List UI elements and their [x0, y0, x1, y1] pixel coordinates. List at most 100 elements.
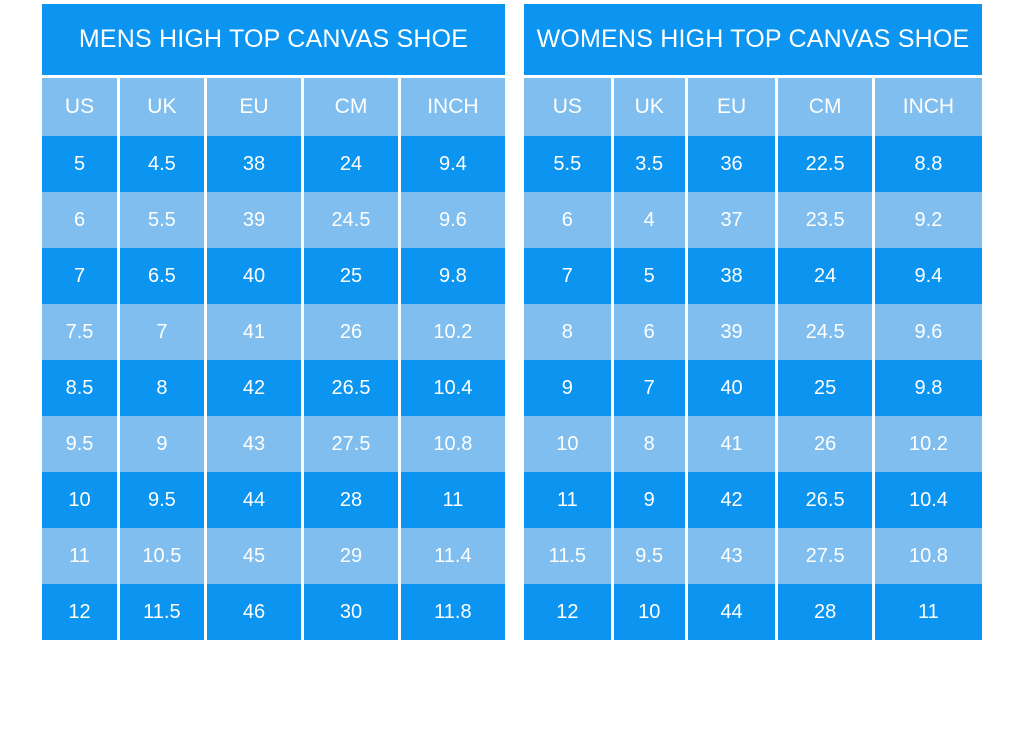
size-cell: 11.8 — [400, 584, 505, 640]
size-table-mens: MENS HIGH TOP CANVAS SHOE US UK EU CM INCH 5 4… — [42, 4, 505, 640]
table-title-womens: WOMENS HIGH TOP CANVAS SHOE — [524, 4, 982, 75]
size-cell: 42 — [206, 360, 302, 416]
size-cell: 5 — [42, 136, 117, 192]
size-cell: 27.5 — [304, 416, 398, 472]
size-cell: 7 — [524, 248, 611, 304]
size-cell: 8 — [613, 416, 685, 472]
size-cell: 7 — [613, 360, 685, 416]
size-cell: 6.5 — [120, 248, 204, 304]
size-cell: 40 — [687, 360, 776, 416]
size-table-grid-womens: US UK EU CM INCH 5.5 3.5 36 22.5 8.8 6 4 37 23.5 9.2 7 5… — [524, 78, 982, 640]
size-cell: 43 — [687, 528, 776, 584]
size-cell: 22.5 — [778, 136, 872, 192]
table-title-mens: MENS HIGH TOP CANVAS SHOE — [42, 4, 505, 75]
size-cell: 43 — [206, 416, 302, 472]
column-header-us: US — [524, 78, 611, 136]
size-cell: 9.6 — [400, 192, 505, 248]
size-cell: 10.5 — [120, 528, 204, 584]
size-cell: 46 — [206, 584, 302, 640]
size-cell: 12 — [42, 584, 117, 640]
size-cell: 23.5 — [778, 192, 872, 248]
size-cell: 11 — [42, 528, 117, 584]
column-header-uk: UK — [613, 78, 685, 136]
size-cell: 9.4 — [874, 248, 982, 304]
size-cell: 24 — [304, 136, 398, 192]
size-cell: 3.5 — [613, 136, 685, 192]
size-cell: 11 — [874, 584, 982, 640]
size-cell: 9 — [120, 416, 204, 472]
size-cell: 9.5 — [120, 472, 204, 528]
size-cell: 26 — [304, 304, 398, 360]
size-cell: 5 — [613, 248, 685, 304]
size-cell: 26 — [778, 416, 872, 472]
column-header-inch: INCH — [400, 78, 505, 136]
column-header-inch: INCH — [874, 78, 982, 136]
size-cell: 8 — [120, 360, 204, 416]
column-header-cm: CM — [778, 78, 872, 136]
size-cell: 11.5 — [524, 528, 611, 584]
size-cell: 8.5 — [42, 360, 117, 416]
size-cell: 10.8 — [874, 528, 982, 584]
column-header-cm: CM — [304, 78, 398, 136]
size-cell: 11.4 — [400, 528, 505, 584]
size-cell: 29 — [304, 528, 398, 584]
size-cell: 4.5 — [120, 136, 204, 192]
size-cell: 25 — [778, 360, 872, 416]
size-cell: 11.5 — [120, 584, 204, 640]
size-cell: 10.2 — [400, 304, 505, 360]
size-cell: 9 — [524, 360, 611, 416]
size-cell: 38 — [206, 136, 302, 192]
column-header-eu: EU — [206, 78, 302, 136]
size-cell: 26.5 — [778, 472, 872, 528]
size-cell: 10 — [613, 584, 685, 640]
size-cell: 7.5 — [42, 304, 117, 360]
size-cell: 27.5 — [778, 528, 872, 584]
column-header-uk: UK — [120, 78, 204, 136]
size-table-grid-mens: US UK EU CM INCH 5 4.5 38 24 9.4 6 5.5 39 24.5 9.6 7 6.5… — [42, 78, 505, 640]
size-cell: 9.5 — [613, 528, 685, 584]
size-cell: 11 — [524, 472, 611, 528]
size-cell: 7 — [120, 304, 204, 360]
size-cell: 8 — [524, 304, 611, 360]
size-cell: 9 — [613, 472, 685, 528]
size-cell: 10 — [524, 416, 611, 472]
size-cell: 39 — [206, 192, 302, 248]
size-cell: 25 — [304, 248, 398, 304]
size-cell: 36 — [687, 136, 776, 192]
size-cell: 30 — [304, 584, 398, 640]
size-cell: 9.8 — [874, 360, 982, 416]
column-header-us: US — [42, 78, 117, 136]
size-cell: 10 — [42, 472, 117, 528]
size-cell: 42 — [687, 472, 776, 528]
size-cell: 44 — [206, 472, 302, 528]
size-cell: 9.8 — [400, 248, 505, 304]
size-cell: 7 — [42, 248, 117, 304]
size-cell: 5.5 — [524, 136, 611, 192]
size-cell: 5.5 — [120, 192, 204, 248]
size-cell: 28 — [304, 472, 398, 528]
size-cell: 38 — [687, 248, 776, 304]
size-cell: 44 — [687, 584, 776, 640]
size-cell: 6 — [42, 192, 117, 248]
size-cell: 41 — [206, 304, 302, 360]
size-cell: 24.5 — [304, 192, 398, 248]
size-cell: 37 — [687, 192, 776, 248]
size-cell: 10.4 — [400, 360, 505, 416]
size-cell: 9.4 — [400, 136, 505, 192]
size-cell: 45 — [206, 528, 302, 584]
column-header-eu: EU — [687, 78, 776, 136]
size-cell: 9.5 — [42, 416, 117, 472]
size-cell: 9.6 — [874, 304, 982, 360]
size-cell: 24 — [778, 248, 872, 304]
size-cell: 9.2 — [874, 192, 982, 248]
size-cell: 24.5 — [778, 304, 872, 360]
size-cell: 8.8 — [874, 136, 982, 192]
size-cell: 10.4 — [874, 472, 982, 528]
size-cell: 28 — [778, 584, 872, 640]
size-cell: 4 — [613, 192, 685, 248]
size-cell: 11 — [400, 472, 505, 528]
size-cell: 6 — [524, 192, 611, 248]
size-cell: 40 — [206, 248, 302, 304]
size-cell: 12 — [524, 584, 611, 640]
size-cell: 10.8 — [400, 416, 505, 472]
